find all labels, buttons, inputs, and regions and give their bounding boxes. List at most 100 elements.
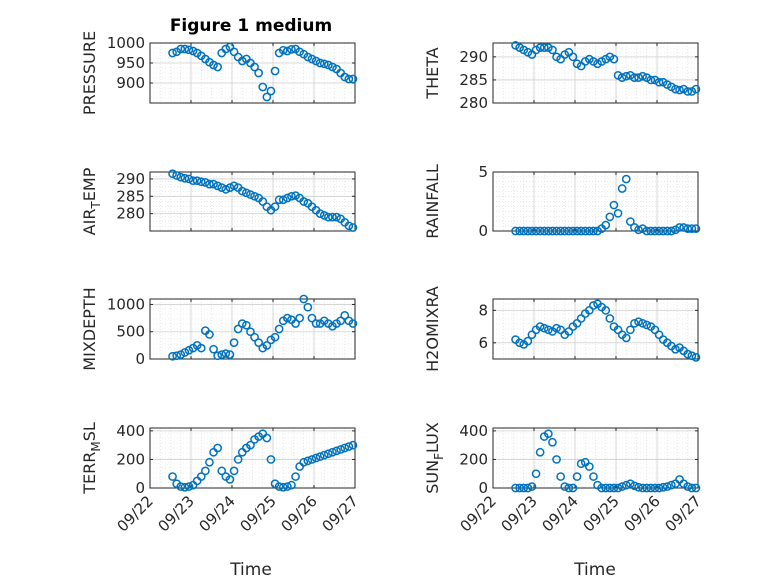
data-point	[662, 482, 672, 491]
y-tick-label: 290	[116, 170, 145, 188]
data-point	[572, 472, 582, 481]
data-point	[515, 338, 525, 348]
y-axis-label: TERRMSL	[80, 422, 103, 495]
data-point	[544, 325, 553, 335]
y-tick-label: 0	[135, 350, 145, 368]
y-axis-label: THETA	[423, 47, 442, 99]
data-point	[589, 301, 598, 310]
y-tick-label: 1000	[107, 34, 145, 52]
data-point	[691, 353, 701, 362]
axes-box	[149, 42, 356, 104]
data-point	[556, 226, 566, 236]
data-point	[683, 87, 693, 96]
data-point	[515, 483, 525, 493]
axes-box	[492, 42, 699, 104]
data-point	[621, 71, 631, 81]
y-tick-label: 950	[116, 54, 145, 72]
data-point	[324, 212, 333, 222]
data-point	[225, 350, 235, 359]
data-point	[605, 483, 615, 493]
data-point	[188, 176, 198, 186]
data-point	[225, 183, 235, 192]
data-point	[564, 226, 574, 236]
data-point	[539, 43, 549, 52]
data-point	[544, 226, 553, 236]
data-point	[654, 483, 664, 493]
data-point	[613, 208, 623, 218]
data-point	[242, 188, 251, 198]
data-point	[283, 46, 292, 56]
data-point	[209, 344, 218, 354]
y-tick-label: 5	[478, 163, 488, 181]
data-point	[597, 483, 607, 493]
data-point	[168, 472, 177, 481]
data-point	[580, 226, 590, 236]
data-point	[217, 466, 227, 476]
data-point	[675, 85, 684, 95]
x-axis-label-left: Time	[229, 560, 272, 580]
data-point	[621, 480, 631, 490]
axes-box	[149, 427, 356, 489]
data-point	[324, 449, 333, 459]
y-tick-label: 200	[116, 450, 145, 468]
data-point	[691, 84, 701, 94]
data-point	[299, 197, 309, 206]
data-point	[270, 66, 280, 76]
data-point	[344, 221, 354, 231]
data-point	[299, 457, 309, 467]
y-axis-label: H2OMIXRA	[423, 286, 442, 372]
y-tick-label: 500	[116, 323, 145, 341]
data-point	[683, 224, 693, 233]
data-point	[348, 319, 358, 328]
data-point	[229, 466, 239, 476]
panel-6: 6 8 H2OMIXRA	[423, 286, 701, 372]
data-point	[319, 211, 329, 220]
data-point	[687, 351, 697, 361]
data-point	[221, 44, 231, 54]
data-point	[168, 351, 177, 361]
data-point	[539, 226, 549, 236]
axes-box	[492, 298, 699, 360]
data-point	[311, 56, 321, 66]
data-point	[585, 462, 594, 471]
data-point	[242, 320, 251, 330]
data-point	[617, 184, 627, 193]
data-point	[213, 443, 222, 453]
data-point	[348, 74, 358, 84]
data-point	[658, 482, 668, 492]
y-axis-label: RAINFALL	[423, 164, 442, 239]
data-point	[303, 302, 313, 312]
data-point	[617, 73, 627, 82]
data-point	[687, 224, 697, 233]
data-point	[168, 48, 177, 58]
data-point	[246, 440, 255, 450]
data-point	[328, 212, 337, 222]
data-point	[184, 45, 194, 55]
data-point	[311, 319, 321, 328]
data-point	[278, 482, 288, 492]
data-point	[634, 317, 643, 327]
data-point	[523, 483, 533, 493]
data-point	[172, 171, 181, 180]
data-point	[630, 481, 639, 491]
panel-4: 0 5 RAINFALL	[423, 163, 701, 240]
data-point	[675, 223, 684, 232]
data-point	[180, 482, 190, 492]
y-tick-label: 8	[478, 301, 488, 319]
data-point	[336, 445, 345, 454]
data-point	[535, 447, 545, 457]
y-axis-label: SUNFLUX	[423, 422, 446, 494]
data-point	[221, 349, 231, 358]
data-point	[576, 459, 586, 469]
data-point	[650, 483, 660, 493]
data-point	[340, 311, 350, 320]
data-point	[283, 193, 292, 203]
data-point	[237, 319, 247, 328]
data-point	[348, 440, 358, 450]
data-point	[229, 181, 239, 191]
data-point	[188, 46, 198, 56]
data-point	[344, 442, 354, 451]
data-point	[535, 322, 545, 331]
